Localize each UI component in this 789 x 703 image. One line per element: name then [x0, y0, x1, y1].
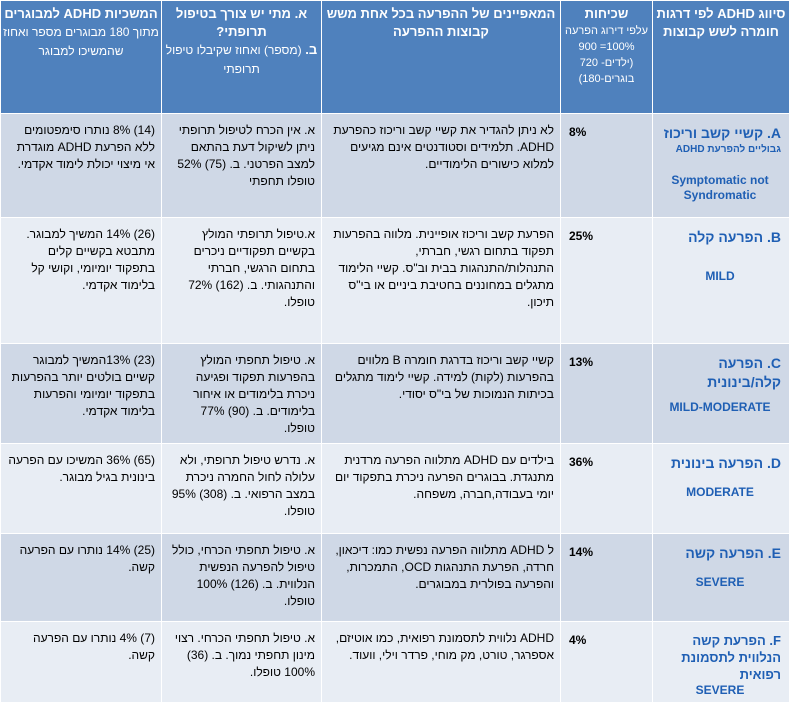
class-english: Symptomatic not Syndromatic: [659, 173, 781, 203]
treatment-cell: א. טיפול תחפתי הכרחי, כולל טיפול להפרעה …: [162, 534, 322, 622]
header-row: סיווג ADHD לפי דרגות חומרה לשש קבוצות שכ…: [1, 1, 789, 114]
header-prevalence-title: שכיחות: [585, 6, 629, 21]
header-characteristics-title: המאפיינים של ההפרעה בכל אחת משש קבוצות ה…: [327, 6, 556, 39]
header-prevalence: שכיחות עלפי דירוג הפרעה 100%= 900 (ילדים…: [561, 1, 653, 114]
class-title: A. קשיי קשב וריכוז: [659, 124, 781, 143]
table-row: B. הפרעה קלה MILD 25% הפרעת קשב וריכוז א…: [1, 218, 789, 344]
table-row: F. הפרעת קשה הנלווית לתסמונת רפואית SEVE…: [1, 622, 789, 703]
header-treatment-b: ב.: [305, 42, 317, 57]
class-title: C. הפרעה קלה/בינונית: [659, 354, 781, 392]
header-adult: המשכיות ADHD למבוגרים מתוך 180 מבוגרים מ…: [1, 1, 162, 114]
prevalence-cell: 25%: [561, 218, 653, 344]
class-cell: E. הפרעה קשה SEVERE: [653, 534, 789, 622]
characteristics-cell: ל ADHD מתלווה הפרעה נפשית כמו: דיכאון, ח…: [322, 534, 561, 622]
treatment-cell: א. טיפול תחפתי המולץ בהפרעות תפקוד ופגיע…: [162, 344, 322, 444]
class-english: SEVERE: [659, 575, 781, 590]
class-cell: F. הפרעת קשה הנלווית לתסמונת רפואית SEVE…: [653, 622, 789, 703]
table-row: D. הפרעה בינונית MODERATE 36% בילדים עם …: [1, 444, 789, 534]
prevalence-cell: 14%: [561, 534, 653, 622]
adult-cell: (14) 8% נותרו סימפטומים ללא הפרעת ADHD מ…: [1, 114, 162, 218]
class-title: E. הפרעה קשה: [659, 544, 781, 563]
class-title: B. הפרעה קלה: [659, 228, 781, 247]
treatment-cell: א.טיפול תרופתי המולץ בקשיים תפקודיים ניכ…: [162, 218, 322, 344]
adult-cell: (23) 13%המשיך למבוגר קשיים בולטים יותר ב…: [1, 344, 162, 444]
characteristics-cell: לא ניתן להגדיר את קשיי קשב וריכוז כהפרעת…: [322, 114, 561, 218]
characteristics-cell: בילדים עם ADHD מתלווה הפרעה מרדנית מתנגד…: [322, 444, 561, 534]
prevalence-cell: 4%: [561, 622, 653, 703]
header-characteristics: המאפיינים של ההפרעה בכל אחת משש קבוצות ה…: [322, 1, 561, 114]
header-adult-title: המשכיות ADHD למבוגרים: [4, 6, 157, 21]
treatment-cell: א. אין הכרח לטיפול תרופתי ניתן לשיקול דע…: [162, 114, 322, 218]
characteristics-cell: ADHD נלווית לתסמונת רפואית, כמו אוטיזם, …: [322, 622, 561, 703]
class-title: F. הפרעת קשה הנלווית לתסמונת רפואית: [659, 632, 781, 683]
class-title: D. הפרעה בינונית: [659, 454, 781, 473]
header-treatment: א. מתי יש צורך בטיפול תרופתי? ב. (מספר) …: [162, 1, 322, 114]
header-prevalence-subtitle: עלפי דירוג הפרעה 100%= 900 (ילדים- 720 ב…: [561, 23, 652, 87]
class-extra: גבוליים להפרעת ADHD: [659, 143, 781, 157]
class-cell: A. קשיי קשב וריכוז גבוליים להפרעת ADHD S…: [653, 114, 789, 218]
prevalence-cell: 8%: [561, 114, 653, 218]
adult-cell: (26) 14% המשיך למבוגר. מתבטא בקשיים קלים…: [1, 218, 162, 344]
class-english: MILD-MODERATE: [659, 400, 781, 415]
class-cell: C. הפרעה קלה/בינונית MILD-MODERATE: [653, 344, 789, 444]
table-row: E. הפרעה קשה SEVERE 14% ל ADHD מתלווה הפ…: [1, 534, 789, 622]
characteristics-cell: הפרעת קשב וריכוז אופיינית. מלווה בהפרעות…: [322, 218, 561, 344]
adult-cell: (25) 14% נותרו עם הפרעה קשה.: [1, 534, 162, 622]
header-treatment-title: א. מתי יש צורך בטיפול תרופתי?: [176, 6, 307, 39]
adult-cell: (7) 4% נותרו עם הפרעה קשה.: [1, 622, 162, 703]
header-classification: סיווג ADHD לפי דרגות חומרה לשש קבוצות: [653, 1, 789, 114]
prevalence-cell: 36%: [561, 444, 653, 534]
class-english: MILD: [659, 269, 781, 284]
treatment-cell: א. נדרש טיפול תרופתי, ולא עלולה לחול החמ…: [162, 444, 322, 534]
characteristics-cell: קשיי קשב וריכוז בדרגת חומרה B מלווים בהפ…: [322, 344, 561, 444]
class-cell: D. הפרעה בינונית MODERATE: [653, 444, 789, 534]
header-adult-subtitle: מתוך 180 מבוגרים מספר ואחוז שהמשיכו למבו…: [1, 23, 161, 61]
class-english: MODERATE: [659, 485, 781, 500]
header-classification-title: סיווג ADHD לפי דרגות חומרה לשש קבוצות: [657, 6, 786, 39]
table-row: A. קשיי קשב וריכוז גבוליים להפרעת ADHD S…: [1, 114, 789, 218]
class-cell: B. הפרעה קלה MILD: [653, 218, 789, 344]
adult-cell: (65) 36% המשיכו עם הפרעה בינונית בגיל מב…: [1, 444, 162, 534]
prevalence-cell: 13%: [561, 344, 653, 444]
table-row: C. הפרעה קלה/בינונית MILD-MODERATE 13% ק…: [1, 344, 789, 444]
header-treatment-subtitle: (מספר) ואחוז שקיבלו טיפול תרופתי: [166, 43, 302, 76]
treatment-cell: א. טיפול תחפתי הכרחי. רצוי מינון תחפתי נ…: [162, 622, 322, 703]
